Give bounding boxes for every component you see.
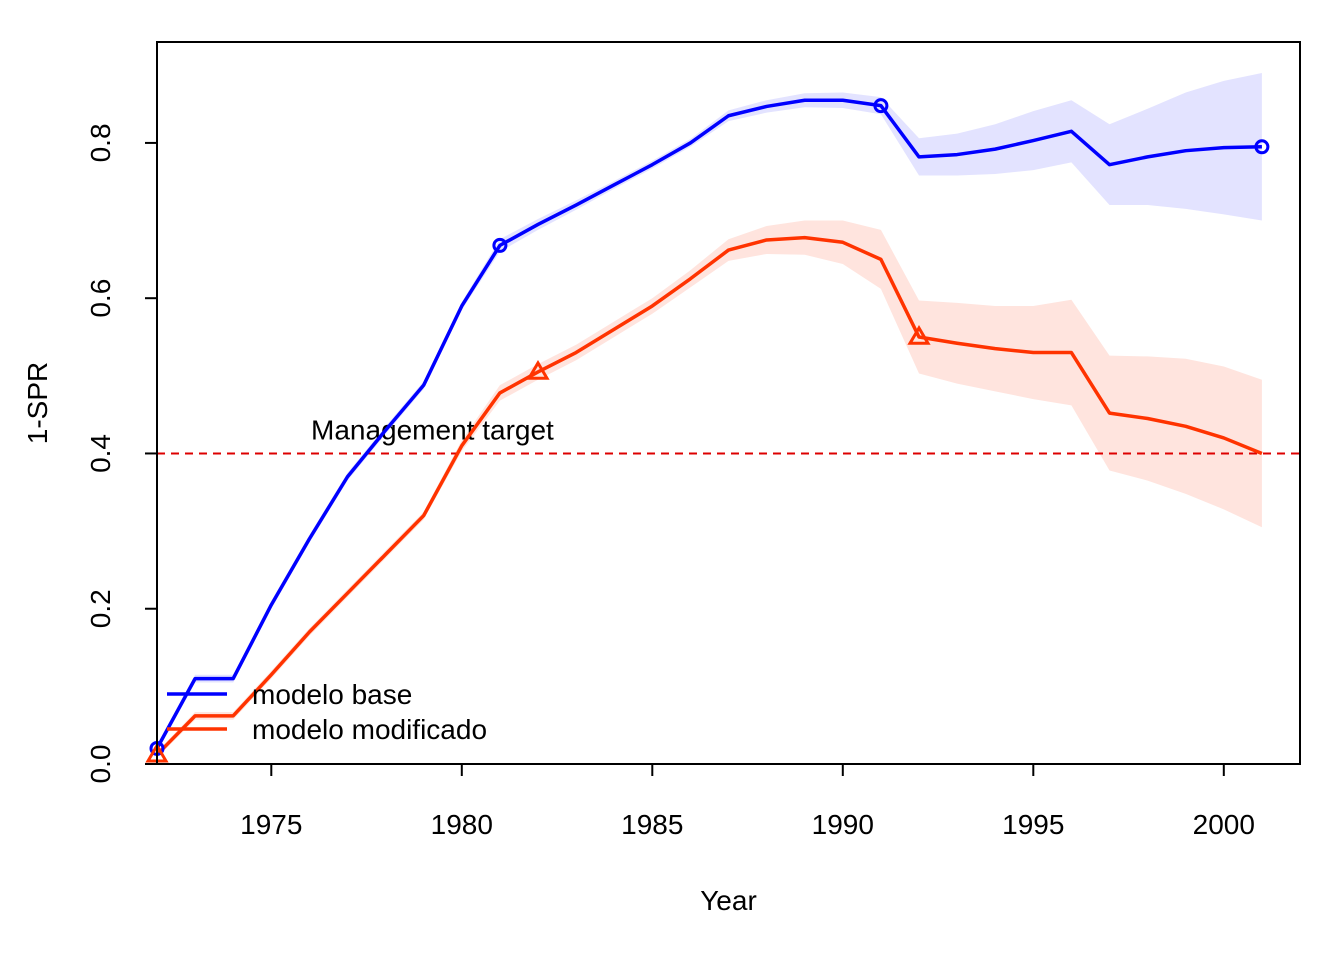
confidence-band-series-1 xyxy=(157,220,1262,758)
y-axis: 0.0 0.2 0.4 0.6 0.8 xyxy=(85,123,158,784)
x-tick-label: 1990 xyxy=(812,809,874,840)
y-tick-label: 0.8 xyxy=(85,123,116,162)
legend-label-0: modelo base xyxy=(252,679,412,710)
series-line-0 xyxy=(155,98,1262,750)
x-tick-label: 1975 xyxy=(240,809,302,840)
y-tick-label: 0.0 xyxy=(85,745,116,784)
y-tick-label: 0.6 xyxy=(85,279,116,318)
data-point-circle-marker xyxy=(1254,139,1270,155)
legend: modelo base modelo modificado xyxy=(167,679,487,745)
management-target-label: Management target xyxy=(311,414,554,445)
series-lines xyxy=(155,98,1263,756)
confidence-band-series-0 xyxy=(157,73,1262,753)
y-axis-title: 1-SPR xyxy=(22,362,53,444)
confidence-bands xyxy=(157,73,1262,758)
data-point-circle-marker xyxy=(873,98,889,114)
x-tick-label: 1985 xyxy=(621,809,683,840)
data-point-triangle-marker xyxy=(907,325,931,345)
legend-label-1: modelo modificado xyxy=(252,714,487,745)
data-point-triangle-marker xyxy=(526,359,550,380)
x-axis-title: Year xyxy=(700,885,757,916)
data-point-circle-marker xyxy=(492,237,508,253)
x-tick-label: 1995 xyxy=(1002,809,1064,840)
y-tick-label: 0.2 xyxy=(85,589,116,628)
x-axis: 1975 1980 1985 1990 1995 2000 xyxy=(240,763,1300,840)
series-line-1 xyxy=(155,235,1263,756)
y-tick-label: 0.4 xyxy=(85,434,116,473)
x-tick-label: 2000 xyxy=(1193,809,1255,840)
x-tick-label: 1980 xyxy=(431,809,493,840)
